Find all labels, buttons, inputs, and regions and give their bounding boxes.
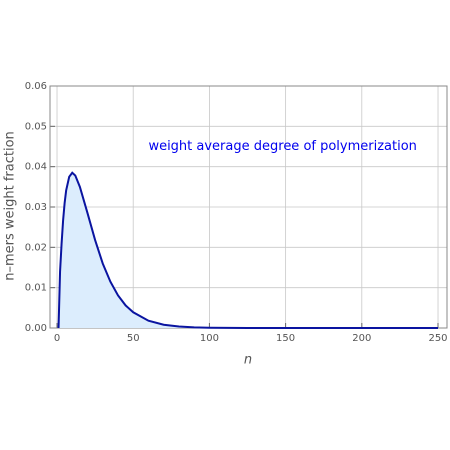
- line: [57, 171, 439, 329]
- y-tick-label: 0.00: [25, 323, 47, 334]
- y-tick-label: 0.06: [25, 81, 47, 92]
- y-tick-label: 0.05: [25, 121, 47, 132]
- x-axis-label: n: [244, 353, 252, 368]
- x-tick-label: 150: [276, 333, 295, 344]
- y-tick-label: 0.01: [25, 283, 47, 294]
- y-tick-label: 0.03: [25, 202, 47, 213]
- area: [58, 172, 439, 328]
- y-axis-label: n–mers weight fraction: [3, 131, 18, 281]
- y-tick-label: 0.04: [25, 162, 47, 173]
- x-tick-label: 0: [54, 333, 60, 344]
- x-tick-label: 50: [127, 333, 140, 344]
- annotation: weight average degree of polymerization: [148, 139, 417, 154]
- y-tick-label: 0.02: [25, 242, 47, 253]
- x-tick-label: 200: [352, 333, 371, 344]
- x-tick-label: 100: [200, 333, 219, 344]
- x-tick-label: 250: [428, 333, 447, 344]
